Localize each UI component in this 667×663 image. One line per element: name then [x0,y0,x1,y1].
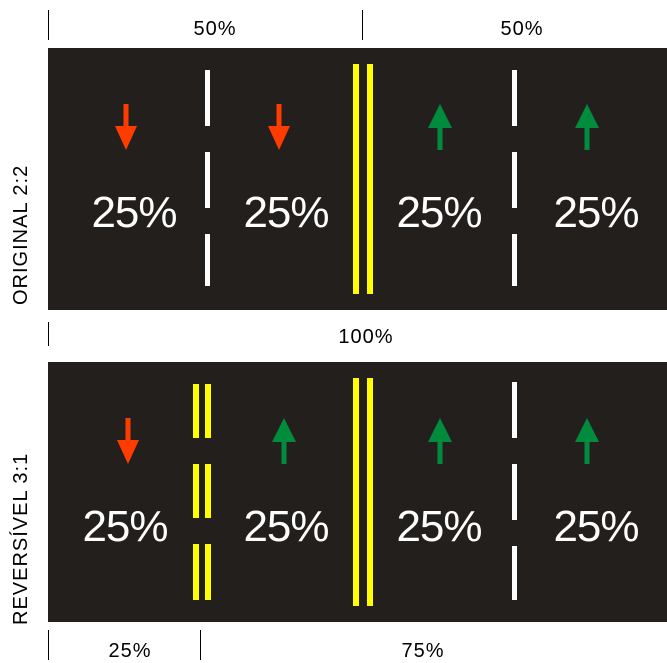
lane-percent: 25% [553,188,639,237]
lane-percent: 25% [396,188,482,237]
lane-dash [205,70,210,126]
dim-tick [48,322,49,346]
lane-dash [512,464,517,520]
road-reversible: 25% 25% 25% 25% [48,362,667,622]
dim-tick [362,10,363,40]
arrow-up-icon [428,418,452,464]
lane-dash [512,382,517,438]
center-line [367,64,373,294]
center-line [353,64,359,294]
arrow-up-icon [272,418,296,464]
dim-label-top-right: 50% [500,18,544,40]
reversible-line [193,544,199,600]
dim-label-top-left: 50% [193,18,237,40]
arrow-up-icon [428,104,452,150]
dim-tick [48,10,49,40]
lane-dash [512,234,517,286]
lane-percent: 25% [243,188,329,237]
arrow-down-icon [117,418,139,464]
dim-label-bottom-right: 75% [401,640,445,662]
reversible-line [205,464,211,518]
lane-percent: 25% [91,188,177,237]
lane-dash [205,234,210,286]
arrow-up-icon [575,418,599,464]
lane-percent: 25% [243,502,329,551]
lane-percent: 25% [396,502,482,551]
reversible-line [193,464,199,518]
road-original: 25% 25% 25% 25% [48,48,667,310]
lane-dash [512,546,517,600]
side-label-reversible: REVERSÍVEL 3:1 [10,452,32,625]
dim-label-middle: 100% [338,326,394,348]
dim-tick [48,630,49,660]
lane-dash [512,70,517,126]
dim-tick [200,630,201,660]
lane-dash [512,152,517,208]
arrow-up-icon [575,104,599,150]
center-line [367,378,373,606]
side-label-original: ORIGINAL 2:2 [10,164,32,305]
reversible-line [193,384,199,438]
lane-dash [205,152,210,208]
arrow-down-icon [268,104,290,150]
lane-percent: 25% [553,502,639,551]
arrow-down-icon [115,104,137,150]
reversible-line [205,384,211,438]
center-line [353,378,359,606]
reversible-line [205,544,211,600]
lane-percent: 25% [82,502,168,551]
dim-label-bottom-left: 25% [108,640,152,662]
